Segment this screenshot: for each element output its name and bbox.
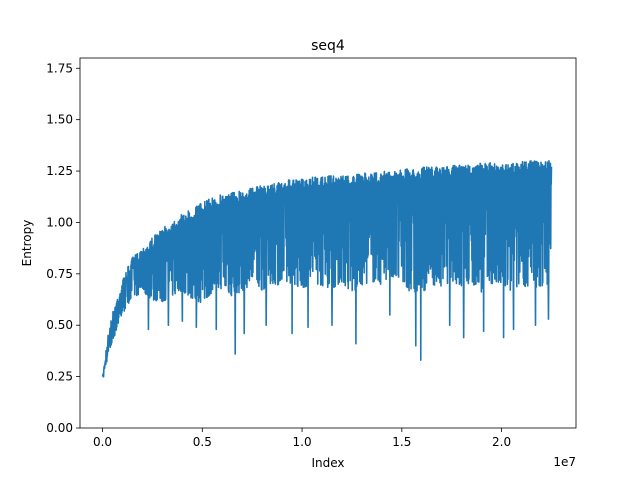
- x-tick-label: 1.0: [293, 435, 312, 449]
- y-tick-label: 1.50: [46, 113, 73, 127]
- plot-frame: [79, 57, 577, 429]
- y-axis-label: Entropy: [20, 220, 34, 267]
- y-tick-label: 1.00: [46, 215, 73, 229]
- chart-title: seq4: [311, 38, 345, 54]
- series-line-entropy: [101, 159, 553, 378]
- y-tick-label: 0.75: [46, 267, 73, 281]
- series-layer: [101, 159, 553, 378]
- x-tick-label: 0.5: [193, 435, 212, 449]
- y-tick-label: 0.00: [46, 421, 73, 435]
- y-tick-label: 0.25: [46, 370, 73, 384]
- x-tick-label: 0.0: [93, 435, 112, 449]
- y-tick-label: 1.75: [46, 61, 73, 75]
- x-axis-label: Index: [311, 456, 344, 470]
- y-tick-label: 0.50: [46, 318, 73, 332]
- y-axis: 0.00 0.25 0.50 0.75 1.00 1.25 1.50 1.75: [46, 61, 80, 435]
- x-axis-offset-label: 1e7: [553, 455, 576, 469]
- x-axis: 0.0 0.5 1.0 1.5 2.0: [93, 428, 511, 449]
- y-tick-label: 1.25: [46, 164, 73, 178]
- x-tick-label: 2.0: [492, 435, 511, 449]
- x-tick-label: 1.5: [392, 435, 411, 449]
